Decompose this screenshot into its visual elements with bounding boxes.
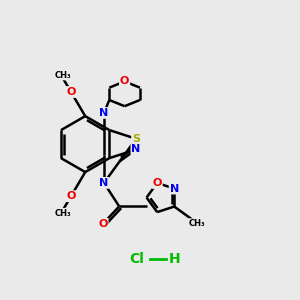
Text: CH₃: CH₃ xyxy=(54,71,71,80)
Text: N: N xyxy=(169,184,179,194)
Text: O: O xyxy=(98,219,108,229)
Text: N: N xyxy=(99,108,109,118)
Text: N: N xyxy=(131,145,141,154)
Text: O: O xyxy=(152,178,162,188)
Text: CH₃: CH₃ xyxy=(54,208,71,217)
Text: Cl: Cl xyxy=(129,252,144,266)
Text: S: S xyxy=(132,134,140,144)
Text: O: O xyxy=(66,191,76,201)
Text: N: N xyxy=(99,178,109,188)
Text: CH₃: CH₃ xyxy=(188,219,205,228)
Text: O: O xyxy=(120,76,129,86)
Text: H: H xyxy=(169,252,181,266)
Text: O: O xyxy=(66,87,76,97)
